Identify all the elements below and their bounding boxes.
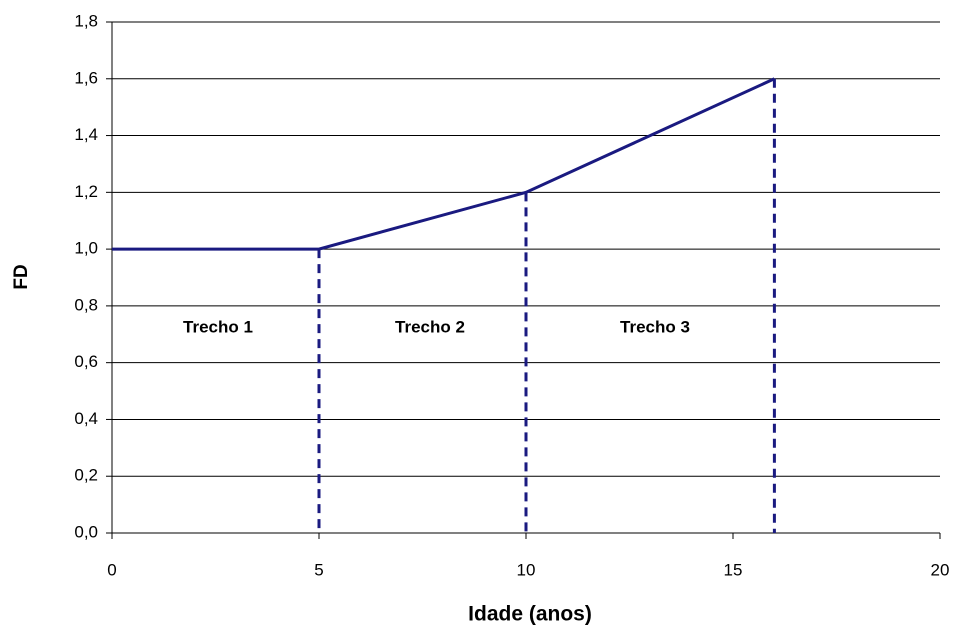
y-axis-label: FD bbox=[11, 264, 32, 289]
y-tick-label: 1,6 bbox=[74, 68, 98, 87]
annotation: Trecho 2 bbox=[395, 317, 465, 336]
x-tick-label: 5 bbox=[314, 560, 323, 579]
y-tick-label: 1,4 bbox=[74, 125, 98, 144]
y-tick-label: 0,6 bbox=[74, 352, 98, 371]
x-axis-label: Idade (anos) bbox=[468, 603, 592, 626]
x-tick-label: 20 bbox=[931, 560, 950, 579]
y-tick-label: 1,2 bbox=[74, 182, 98, 201]
y-tick-label: 0,8 bbox=[74, 295, 98, 314]
annotation: Trecho 3 bbox=[620, 317, 690, 336]
y-tick-label: 0,4 bbox=[74, 409, 98, 428]
y-tick-label: 1,8 bbox=[74, 11, 98, 30]
x-tick-label: 0 bbox=[107, 560, 116, 579]
series-line bbox=[112, 77, 776, 251]
x-tick-label: 15 bbox=[724, 560, 743, 579]
y-tick-label: 1,0 bbox=[74, 239, 98, 258]
x-tick-label: 10 bbox=[517, 560, 536, 579]
y-tick-label: 0,0 bbox=[74, 522, 98, 541]
y-tick-label: 0,2 bbox=[74, 466, 98, 485]
annotation: Trecho 1 bbox=[183, 317, 253, 336]
